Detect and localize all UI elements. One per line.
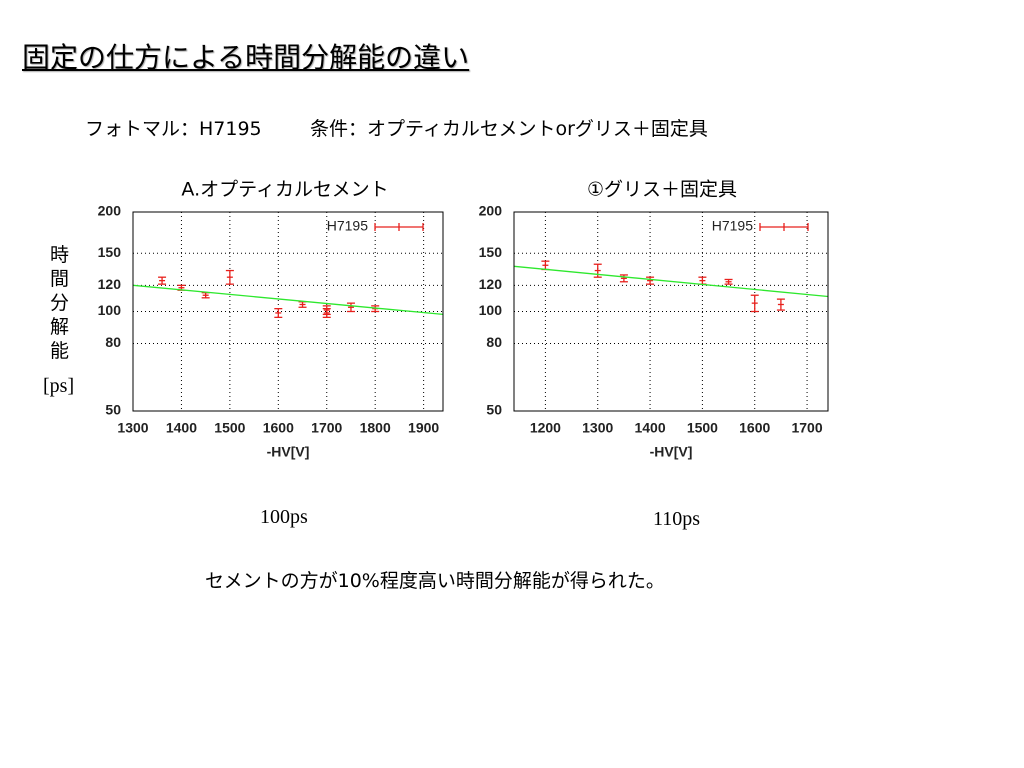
- error-bar: [322, 308, 331, 319]
- x-tick-label: 1300: [117, 420, 148, 436]
- y-tick-label: 50: [486, 402, 502, 418]
- error-bar: [346, 302, 355, 313]
- legend-label: H7195: [712, 218, 753, 234]
- error-bar: [201, 292, 210, 299]
- charts: A.オプティカルセメント 50 80 100 120 150 200 1300 1400 1500…: [98, 179, 829, 460]
- plot-frame: [132, 211, 444, 412]
- x-tick-label: 1300: [582, 420, 613, 436]
- condition: 条件：オプティカルセメントorグリス＋固定具: [310, 118, 708, 140]
- y-tick-label: 120: [98, 276, 122, 292]
- error-bar: [750, 294, 759, 313]
- fit-line: [513, 265, 829, 298]
- x-tick-label: 1700: [311, 420, 342, 436]
- error-bar: [298, 301, 307, 308]
- result: 110ps: [653, 508, 701, 530]
- error-bar: [698, 276, 707, 285]
- fit-line: [132, 284, 444, 316]
- y-unit: [ps]: [43, 375, 75, 397]
- plot-frame: [513, 211, 829, 412]
- x-tick-label: 1400: [166, 420, 197, 436]
- chart-title: A.オプティカルセメント: [181, 179, 388, 201]
- error-bar: [274, 308, 283, 319]
- error-bar: [619, 274, 628, 283]
- y-tick-label: 80: [105, 334, 121, 350]
- error-bar: [225, 269, 234, 285]
- x-tick-label: 1200: [530, 420, 561, 436]
- x-tick-label: 1800: [360, 420, 391, 436]
- error-bar: [541, 260, 550, 271]
- y-tick-label: 150: [479, 244, 503, 260]
- slide-title: 固定の仕方による時間分解能の違い: [22, 41, 470, 74]
- error-bar: [593, 263, 602, 278]
- error-bar: [724, 278, 733, 285]
- error-bar: [776, 298, 785, 311]
- x-axis-label: -HV[V]: [267, 444, 310, 460]
- x-tick-label: 1400: [634, 420, 665, 436]
- result: 100ps: [260, 506, 308, 528]
- x-tick-label: 1900: [408, 420, 439, 436]
- legend-label: H7195: [327, 218, 368, 234]
- y-tick-label: 100: [98, 302, 122, 318]
- y-tick-label: 200: [98, 203, 122, 219]
- chart-title: ①グリス＋固定具: [587, 179, 737, 201]
- y-tick-label: 50: [105, 402, 121, 418]
- y-tick-label: 200: [479, 203, 503, 219]
- x-tick-label: 1700: [791, 420, 822, 436]
- x-axis-label: -HV[V]: [650, 444, 693, 460]
- x-tick-label: 1500: [687, 420, 718, 436]
- y-label: 時間分解能: [50, 244, 70, 362]
- error-bar: [646, 276, 655, 285]
- x-tick-label: 1600: [739, 420, 770, 436]
- x-tick-label: 1500: [214, 420, 245, 436]
- y-tick-label: 120: [479, 276, 503, 292]
- error-bar: [158, 276, 167, 285]
- pmt: フォトマル：H7195: [85, 118, 262, 140]
- y-tick-label: 80: [486, 334, 502, 350]
- y-tick-label: 100: [479, 302, 503, 318]
- x-tick-label: 1600: [263, 420, 294, 436]
- y-tick-label: 150: [98, 244, 122, 260]
- conclusion: セメントの方が10%程度高い時間分解能が得られた。: [205, 570, 665, 592]
